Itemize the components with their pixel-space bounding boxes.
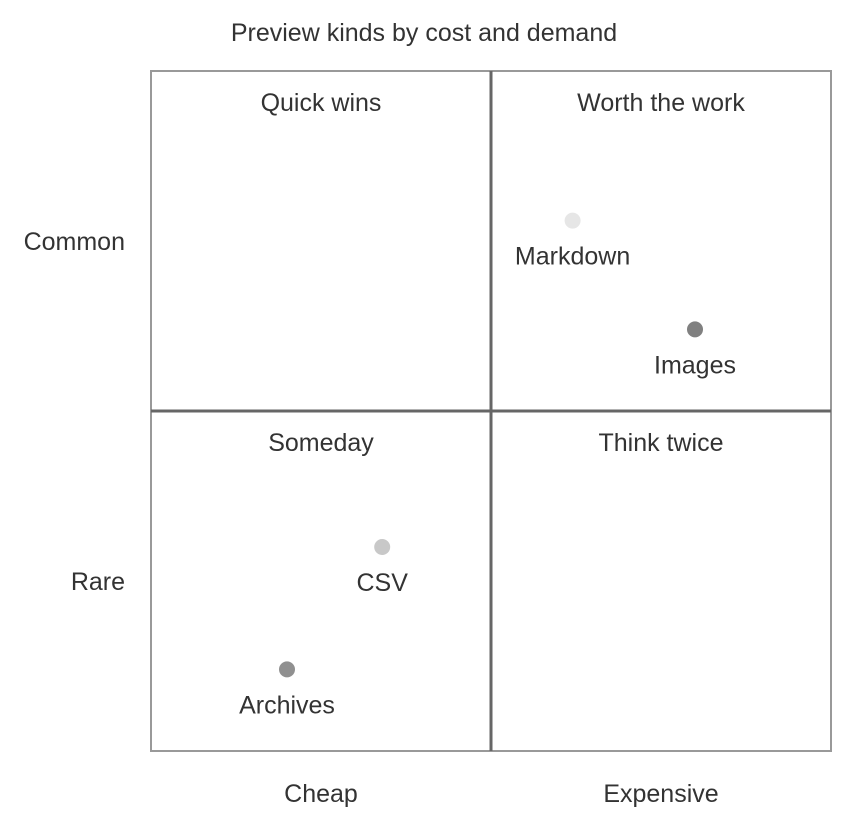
point-label-markdown: Markdown [515,243,630,271]
point-label-images: Images [654,351,736,379]
y-axis-low-label: Rare [71,568,125,596]
data-points: Markdown Images CSV Archives [239,212,736,719]
point-csv [374,539,391,555]
point-archives [279,661,295,678]
x-axis-high-label: Expensive [603,780,718,808]
x-axis-low-label: Cheap [284,780,358,808]
point-markdown [564,212,581,229]
point-label-csv: CSV [356,569,408,597]
quadrant-label-bottom-left: Someday [268,429,374,457]
quadrant-label-top-right: Worth the work [577,89,745,117]
quadrant-label-top-left: Quick wins [261,89,382,117]
quadrant-label-bottom-right: Think twice [598,429,723,457]
point-images [687,321,703,338]
point-label-archives: Archives [239,691,335,719]
y-axis-high-label: Common [24,228,125,256]
chart-title: Preview kinds by cost and demand [231,19,617,47]
